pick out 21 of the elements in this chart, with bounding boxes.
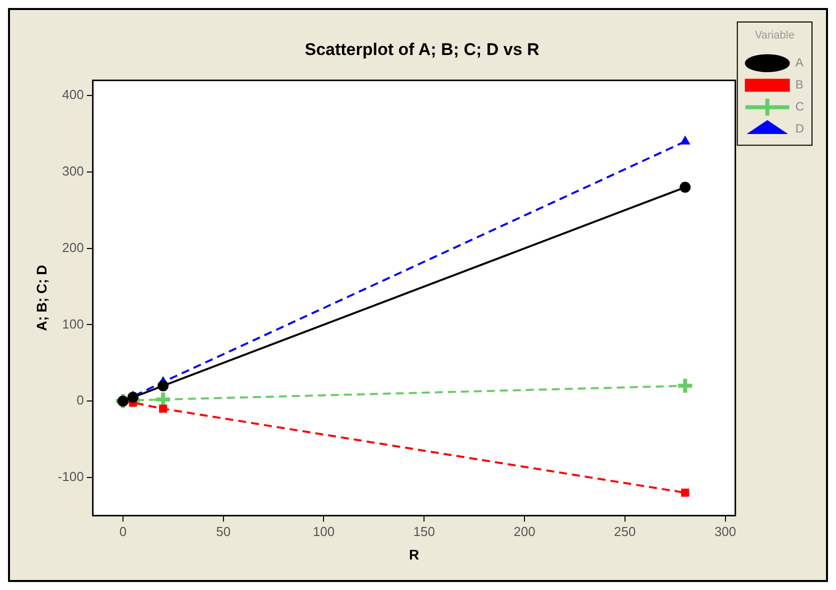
y-tick-label: 200 xyxy=(62,240,84,255)
legend-label: A xyxy=(795,56,804,70)
x-tick-label: 50 xyxy=(216,524,231,539)
y-tick-label: 100 xyxy=(62,316,84,332)
y-axis-title: A; B; C; D xyxy=(33,264,50,332)
y-tick-label: 300 xyxy=(62,164,84,179)
legend-label: B xyxy=(795,78,804,92)
y-tick-label: 400 xyxy=(62,87,84,102)
legend-title: Variable xyxy=(754,30,794,42)
x-tick-label: 100 xyxy=(312,524,335,539)
legend-label: C xyxy=(795,100,804,114)
legend-label: D xyxy=(795,122,804,136)
y-tick-label: 0 xyxy=(76,392,84,408)
x-axis-title: R xyxy=(409,546,420,562)
x-tick-label: 200 xyxy=(514,524,536,539)
y-tick-label: -100 xyxy=(58,469,84,484)
x-tick-label: 300 xyxy=(714,524,736,539)
chart-title: Scatterplot of A; B; C; D vs R xyxy=(304,40,540,59)
x-tick-label: 150 xyxy=(413,524,435,539)
x-tick-label: 250 xyxy=(614,524,636,539)
x-tick-label: 0 xyxy=(119,524,127,539)
